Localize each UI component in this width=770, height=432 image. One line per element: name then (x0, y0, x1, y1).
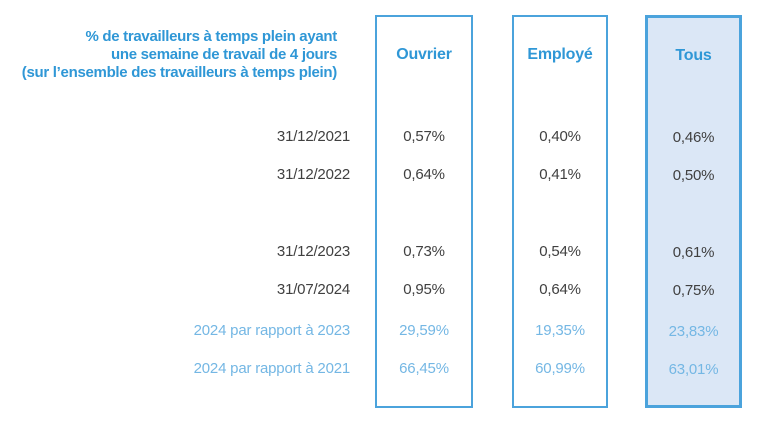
cell-ouvrier-vs2023: 29,59% (399, 322, 449, 339)
cell-employe-2021: 0,40% (539, 128, 581, 145)
column-tous: Tous 0,46% 0,50% 0,61% 0,75% 23,83% 63,0… (645, 15, 742, 408)
title-line-3: (sur l’ensemble des travailleurs à temps… (21, 64, 338, 81)
title-line-1: % de travailleurs à temps plein ayant (85, 28, 337, 45)
cell-tous-2023: 0,61% (672, 244, 715, 261)
cell-ouvrier-2024: 0,95% (403, 281, 445, 298)
row-label-31-12-2023: 31/12/2023 (276, 243, 350, 260)
cell-ouvrier-2023: 0,73% (403, 243, 445, 260)
column-header-ouvrier: Ouvrier (396, 46, 452, 63)
cell-employe-vs2021: 60,99% (535, 360, 585, 377)
column-employe: Employé 0,40% 0,41% 0,54% 0,64% 19,35% 6… (512, 15, 608, 408)
row-label-31-12-2022: 31/12/2022 (276, 166, 350, 183)
cell-ouvrier-2022: 0,64% (403, 166, 445, 183)
cell-tous-vs2021: 63,01% (668, 361, 719, 378)
cell-employe-vs2023: 19,35% (535, 322, 585, 339)
cell-employe-2023: 0,54% (539, 243, 581, 260)
cell-ouvrier-2021: 0,57% (403, 128, 445, 145)
column-ouvrier: Ouvrier 0,57% 0,64% 0,73% 0,95% 29,59% 6… (375, 15, 473, 408)
cell-tous-2024: 0,75% (672, 282, 715, 299)
column-header-employe: Employé (527, 46, 593, 63)
cell-ouvrier-vs2021: 66,45% (399, 360, 449, 377)
row-label-31-07-2024: 31/07/2024 (276, 281, 350, 298)
cell-employe-2024: 0,64% (539, 281, 581, 298)
table-title: % de travailleurs à temps plein ayant un… (0, 28, 338, 82)
row-label-31-12-2021: 31/12/2021 (276, 128, 350, 145)
row-label-2024-vs-2021: 2024 par rapport à 2021 (193, 360, 351, 377)
cell-tous-vs2023: 23,83% (668, 323, 719, 340)
cell-tous-2022: 0,50% (672, 167, 715, 184)
row-label-2024-vs-2023: 2024 par rapport à 2023 (193, 322, 351, 339)
title-line-2: une semaine de travail de 4 jours (110, 46, 337, 63)
cell-employe-2022: 0,41% (539, 166, 581, 183)
cell-tous-2021: 0,46% (672, 129, 715, 146)
column-header-tous: Tous (675, 47, 712, 64)
